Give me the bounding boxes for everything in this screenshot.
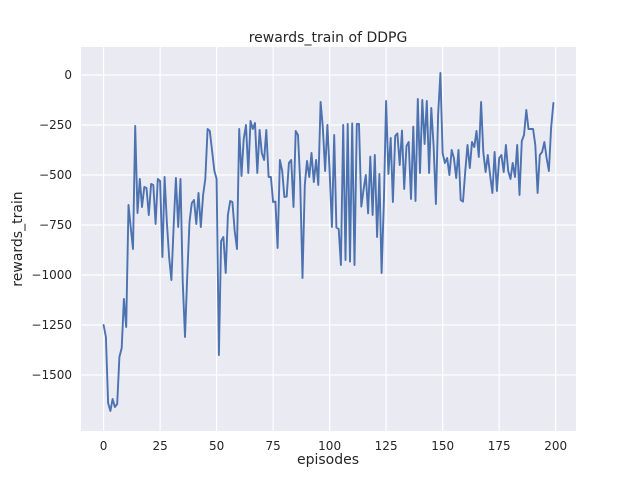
rewards-train-line — [102, 72, 555, 412]
x-tick-label: 25 — [152, 439, 167, 453]
x-tick-label: 50 — [209, 439, 224, 453]
x-tick-label: 175 — [488, 439, 511, 453]
x-tick-label: 150 — [431, 439, 454, 453]
y-axis-label: rewards_train — [10, 191, 26, 286]
y-tick-label: −1500 — [31, 368, 72, 382]
y-tick-label: −500 — [39, 168, 72, 182]
y-tick-label: −750 — [39, 218, 72, 232]
x-tick-label: 100 — [318, 439, 341, 453]
y-tick-label: 0 — [64, 68, 72, 82]
x-axis-label: episodes — [297, 452, 359, 468]
chart-title: rewards_train of DDPG — [249, 30, 408, 46]
y-tick-label: −1250 — [31, 318, 72, 332]
x-tick-label: 0 — [100, 439, 108, 453]
x-tick-labels: 0 25 50 75 100 125 150 175 200 — [100, 439, 567, 453]
y-tick-label: −250 — [39, 118, 72, 132]
x-tick-label: 200 — [544, 439, 567, 453]
grid-lines — [81, 47, 576, 431]
y-tick-labels: 0 −250 −500 −750 −1000 −1250 −1500 — [31, 68, 72, 382]
y-tick-label: −1000 — [31, 268, 72, 282]
x-tick-label: 75 — [265, 439, 280, 453]
plot-background — [81, 47, 576, 431]
x-tick-label: 125 — [375, 439, 398, 453]
